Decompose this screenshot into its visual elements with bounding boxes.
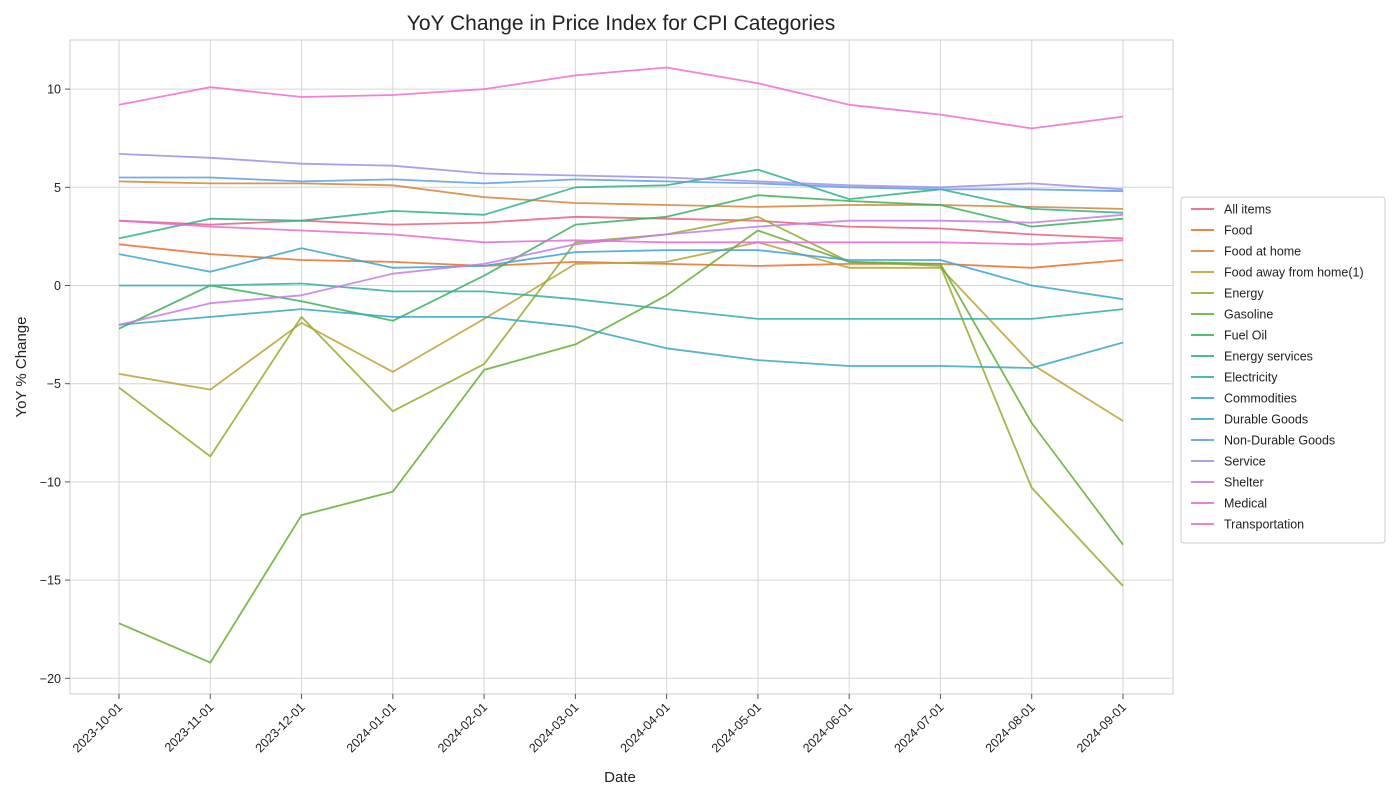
grid [70,40,1173,694]
series-line-durable-goods [118,247,1124,301]
series-line-transportation [118,66,1124,130]
legend-box [1180,196,1386,544]
series-line-fuel-oil [118,194,1124,330]
x-tick-label: 2024-01-01 [344,700,399,755]
x-tick-label: 2024-02-01 [435,700,490,755]
legend-label: Commodities [1224,392,1297,406]
x-tick-label: 2024-06-01 [800,700,855,755]
y-tick-label: 0 [54,279,61,293]
series-line-electricity [119,282,1124,320]
x-axis-label: Date [604,769,636,786]
plot-area [69,39,1174,695]
y-tick-label: 10 [47,83,61,97]
legend-label: Energy [1224,287,1264,301]
series-line-commodities [118,308,1124,369]
series-line-shelter [118,213,1124,326]
x-tick-label: 2024-07-01 [891,700,946,755]
legend-label: Gasoline [1224,308,1273,322]
y-tick-label: 5 [54,181,61,195]
x-tick-label: 2024-08-01 [983,700,1038,755]
series-line-energy-services [118,168,1124,240]
series-line-non-durable-goods [119,176,1124,193]
legend-label: Food away from home(1) [1224,266,1364,280]
x-tick-label: 2023-12-01 [253,700,308,755]
series-line-food-at-home [118,180,1124,210]
legend-label: Shelter [1224,476,1264,490]
y-axis-label: YoY % Change [13,317,30,418]
legend-label: Medical [1224,497,1267,511]
x-tick-label: 2023-11-01 [162,700,216,754]
series-line-energy [118,215,1124,587]
legend-label: Durable Goods [1224,413,1308,427]
x-tick-label: 2024-09-01 [1074,700,1129,755]
legend-label: Electricity [1224,371,1278,385]
legend-label: Food [1224,224,1253,238]
y-tick-label: −10 [40,475,61,489]
series-line-food-away-from-home-1 [118,241,1124,422]
series-line-gasoline [118,229,1124,664]
y-tick-label: −15 [40,574,61,588]
x-tick-label: 2024-03-01 [526,700,581,755]
series-line-medical [118,219,1124,246]
series-line-all-items [118,215,1124,240]
legend-label: All items [1224,203,1271,217]
legend-label: Service [1224,455,1266,469]
y-tick-label: −20 [40,672,61,686]
x-tick-label: 2024-04-01 [618,700,673,755]
series-line-service [118,153,1124,191]
legend-label: Food at home [1224,245,1301,259]
y-tick-label: −5 [47,377,61,391]
legend-label: Energy services [1224,350,1313,364]
x-tick-label: 2023-10-01 [70,700,125,755]
chart-title: YoY Change in Price Index for CPI Catego… [407,12,835,35]
series-lines [118,66,1124,664]
legend-label: Fuel Oil [1224,329,1267,343]
legend: All items Food Food at home Food away from … [1180,196,1386,544]
x-tick-label: 2024-05-01 [709,700,764,755]
legend-label: Non-Durable Goods [1224,434,1335,448]
legend-label: Transportation [1224,518,1304,532]
